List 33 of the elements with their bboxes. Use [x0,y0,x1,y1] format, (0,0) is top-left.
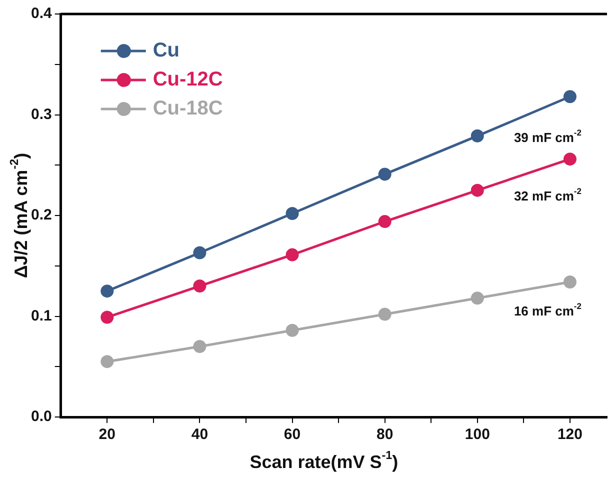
point [286,248,299,262]
legend-label: Cu-18C [152,98,223,120]
point [470,292,484,305]
y-tick-label: 0.0 [30,408,52,426]
legend-label: Cu [152,40,180,62]
point [193,340,206,353]
point [193,280,206,293]
x-tick-label: 100 [464,426,490,444]
legend-label: Cu-12C [152,68,223,91]
point [470,129,484,142]
y-tick-label: 0.2 [30,206,52,224]
point [286,324,299,337]
y-axis-title: ΔJ/2 (mA cm-2) [8,152,31,278]
point [100,284,114,298]
point [193,246,206,260]
x-tick-label: 20 [98,426,116,444]
point [286,206,299,220]
point [563,152,576,166]
y-tick-label: 0.4 [30,5,52,22]
point [563,275,576,288]
point [563,90,576,104]
y-tick-label: 0.3 [30,106,52,123]
y-tick-label: 0.1 [30,307,52,324]
x-tick-label: 60 [284,426,301,444]
point [378,308,392,321]
x-tick-label: 120 [557,426,582,444]
point [470,184,484,197]
x-tick-label: 40 [191,426,208,444]
x-tick-label: 80 [376,426,394,444]
point [100,310,114,324]
point [100,355,114,368]
point [378,168,392,181]
point [378,215,392,228]
